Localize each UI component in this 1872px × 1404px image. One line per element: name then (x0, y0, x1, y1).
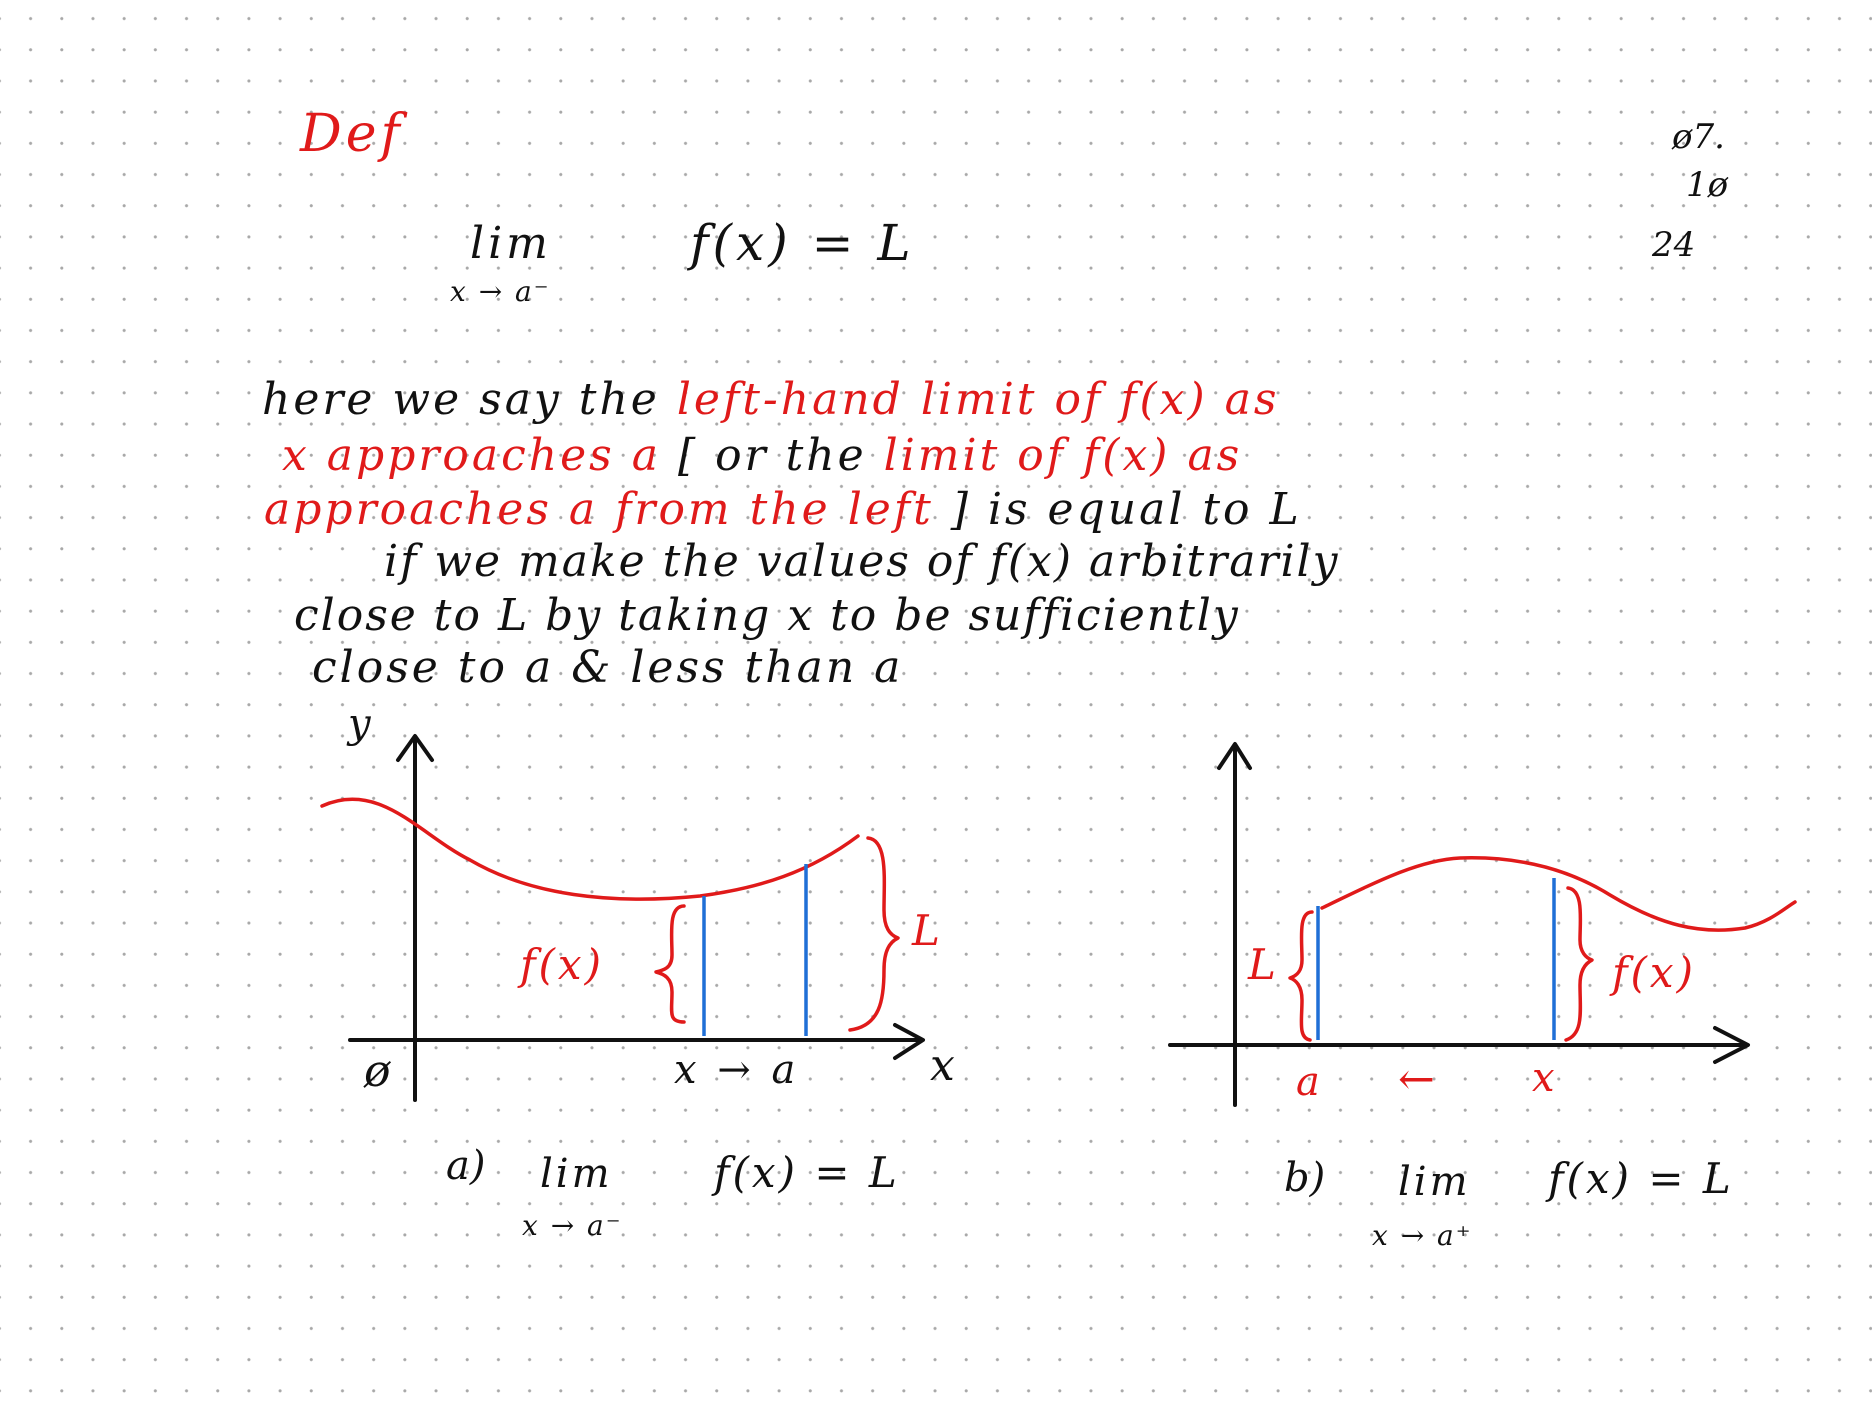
page-number-line1: ø7. (1672, 117, 1725, 157)
para-line2-seg3: limit of f(x) as (883, 430, 1243, 481)
graph-a-fx-label: f(x) (520, 940, 605, 989)
heading-def: Def (300, 104, 404, 164)
graph-b-arrow-label: ← (1398, 1054, 1435, 1105)
graph-a-curve (320, 797, 860, 901)
graph-b-fx-brace (1564, 886, 1594, 1042)
caption-a-expr: f(x) = L (714, 1148, 900, 1197)
paragraph-line-1: here we say the left-hand limit of f(x) … (262, 378, 1279, 422)
graph-b-fx-label: f(x) (1612, 948, 1697, 997)
graph-b-curve (1320, 856, 1797, 932)
page-number-line3: 24 (1652, 225, 1696, 265)
graph-a-origin-label: ø (364, 1046, 391, 1097)
para-line3-seg2: ] is equal to L (933, 484, 1302, 535)
graph-a-y-arrowhead (396, 734, 434, 762)
graph-b-x-label: x (1532, 1055, 1555, 1101)
graph-a-L-label: L (912, 906, 940, 955)
paragraph-line-5: close to L by taking x to be sufficientl… (294, 590, 1240, 641)
graph-b-L-label: L (1248, 940, 1276, 989)
paragraph-line-2: x approaches a [ or the limit of f(x) as (282, 434, 1242, 478)
graph-b-L-brace (1288, 910, 1314, 1042)
para-line2-seg1: x approaches a (282, 430, 678, 481)
paragraph-line-3: approaches a from the left ] is equal to… (264, 488, 1302, 532)
graph-b-y-arrowhead (1217, 742, 1252, 770)
graph-a-x-arrowhead (893, 1023, 925, 1060)
definition-expression: f(x) = L (690, 214, 915, 272)
paragraph-line-4: if we make the values of f(x) arbitraril… (384, 536, 1340, 587)
paragraph-line-6: close to a & less than a (312, 642, 904, 693)
graph-a-fx-brace (654, 904, 686, 1024)
caption-b-sub: x → a⁺ (1372, 1219, 1473, 1252)
graph-b-a-label: a (1296, 1059, 1320, 1105)
caption-b-prefix: b) (1284, 1155, 1326, 1201)
para-line3-seg1: approaches a from the left (264, 484, 934, 535)
caption-a-lim: lim (540, 1151, 613, 1197)
definition-lim: lim (470, 218, 552, 269)
graph-b-x-arrowhead (1713, 1026, 1750, 1064)
caption-b-expr: f(x) = L (1548, 1154, 1734, 1203)
para-line2-seg2: [ or the (677, 430, 884, 481)
caption-b-lim: lim (1398, 1159, 1471, 1205)
graph-a-y-label: y (348, 701, 371, 747)
graph-a-L-brace (848, 836, 900, 1032)
graph-a-approach-label: x → a (674, 1047, 800, 1093)
definition-subscript: x → a⁻ (450, 275, 551, 308)
para-line1-seg1: here we say the (262, 374, 677, 425)
graph-a-x-label: x (930, 1040, 955, 1091)
para-line1-seg2: left-hand limit of f(x) as (676, 374, 1280, 425)
caption-a-prefix: a) (446, 1143, 486, 1189)
caption-a-sub: x → a⁻ (522, 1209, 623, 1242)
page-number-line2: 1ø (1686, 165, 1729, 205)
